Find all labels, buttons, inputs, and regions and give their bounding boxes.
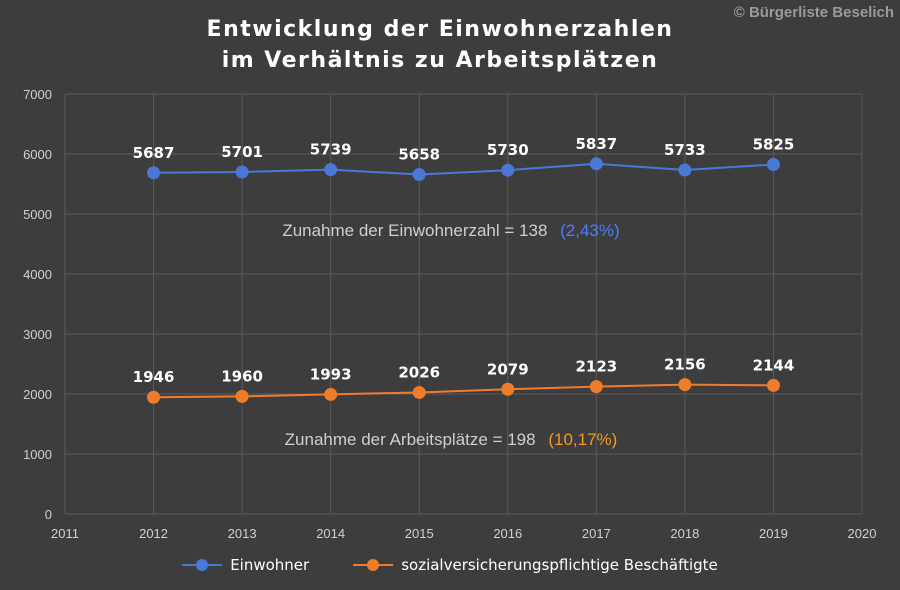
data-label-beschaeftigte: 2156 — [664, 356, 706, 374]
copyright-watermark: © Bürgerliste Beselich — [733, 4, 894, 21]
chart-title: Entwicklung der Einwohnerzahlen im Verhä… — [0, 14, 880, 76]
data-label-einwohner: 5658 — [398, 146, 440, 164]
data-label-beschaeftigte: 1960 — [221, 367, 263, 385]
chart-title-line-1: Entwicklung der Einwohnerzahlen — [206, 17, 674, 42]
x-tick-label: 2015 — [405, 526, 434, 541]
data-label-beschaeftigte: 2123 — [575, 358, 617, 376]
axis-labels: 0 1000 2000 3000 4000 5000 6000 7000 2011 2012 201… — [23, 87, 876, 541]
y-tick-label: 0 — [45, 507, 52, 522]
x-tick-label: 2020 — [848, 526, 877, 541]
data-point-beschaeftigte — [412, 385, 426, 399]
x-tick-label: 2018 — [670, 526, 699, 541]
data-point-einwohner — [501, 163, 515, 177]
y-tick-label: 6000 — [23, 147, 52, 162]
arbeitsplaetze-increase-percent: (10,17%) — [548, 430, 617, 449]
einwohner-increase-percent: (2,43%) — [560, 221, 620, 240]
data-point-beschaeftigte — [324, 387, 338, 401]
einwohner-increase-text: Zunahme der Einwohnerzahl = 138 — [282, 221, 547, 240]
legend-label-beschaeftigte: sozialversicherungspflichtige Beschäftig… — [401, 556, 718, 574]
data-label-einwohner: 5837 — [575, 135, 617, 153]
y-tick-label: 4000 — [23, 267, 52, 282]
data-point-beschaeftigte — [678, 378, 692, 392]
data-label-beschaeftigte: 2144 — [753, 356, 795, 374]
legend-item-einwohner[interactable]: Einwohner — [182, 556, 309, 574]
x-tick-label: 2017 — [582, 526, 611, 541]
data-point-einwohner — [412, 168, 426, 182]
einwohner-increase-annotation: Zunahme der Einwohnerzahl = 138 (2,43%) — [282, 221, 619, 240]
data-label-beschaeftigte: 2079 — [487, 360, 529, 378]
data-label-beschaeftigte: 1993 — [310, 365, 352, 383]
x-tick-label: 2016 — [493, 526, 522, 541]
x-tick-label: 2019 — [759, 526, 788, 541]
data-label-einwohner: 5687 — [133, 144, 175, 162]
x-tick-label: 2013 — [228, 526, 257, 541]
y-tick-label: 5000 — [23, 207, 52, 222]
legend-marker-einwohner — [182, 558, 223, 572]
data-label-einwohner: 5730 — [487, 141, 529, 159]
data-label-einwohner: 5733 — [664, 141, 706, 159]
x-tick-label: 2012 — [139, 526, 168, 541]
data-label-einwohner: 5825 — [753, 136, 795, 154]
series-line-beschaeftigte — [153, 383, 774, 399]
data-point-einwohner — [324, 163, 338, 177]
data-point-beschaeftigte — [501, 382, 515, 396]
data-point-beschaeftigte — [766, 378, 780, 392]
data-label-beschaeftigte: 2026 — [398, 363, 440, 381]
x-tick-label: 2014 — [316, 526, 345, 541]
series-line-einwohner — [153, 162, 774, 176]
data-point-einwohner — [589, 157, 603, 171]
legend-marker-beschaeftigte — [353, 558, 394, 572]
chart-legend: Einwohner sozialversicherungspflichtige … — [0, 556, 900, 574]
data-label-einwohner: 5739 — [310, 141, 352, 159]
arbeitsplaetze-increase-text: Zunahme der Arbeitsplätze = 198 — [285, 430, 536, 449]
legend-item-beschaeftigte[interactable]: sozialversicherungspflichtige Beschäftig… — [353, 556, 718, 574]
data-point-beschaeftigte — [147, 390, 161, 404]
series-layer: 5687 5701 5739 5658 5730 5837 5733 5825 1946 1960… — [133, 135, 795, 404]
grid-lines — [64, 93, 863, 515]
data-point-einwohner — [766, 158, 780, 171]
data-point-beschaeftigte — [589, 380, 603, 394]
y-tick-label: 1000 — [23, 447, 52, 462]
data-label-beschaeftigte: 1946 — [133, 368, 175, 386]
legend-label-einwohner: Einwohner — [230, 556, 310, 574]
x-tick-label: 2011 — [51, 526, 79, 541]
y-tick-label: 3000 — [23, 327, 52, 342]
y-tick-label: 2000 — [23, 387, 52, 402]
chart-title-line-2: im Verhältnis zu Arbeitsplätzen — [221, 48, 659, 73]
data-point-einwohner — [147, 166, 161, 180]
data-point-einwohner — [235, 165, 249, 179]
y-tick-label: 7000 — [23, 87, 52, 102]
arbeitsplaetze-increase-annotation: Zunahme der Arbeitsplätze = 198 (10,17%) — [285, 430, 618, 449]
data-point-beschaeftigte — [235, 389, 249, 403]
data-point-einwohner — [678, 163, 692, 177]
data-label-einwohner: 5701 — [221, 143, 263, 161]
